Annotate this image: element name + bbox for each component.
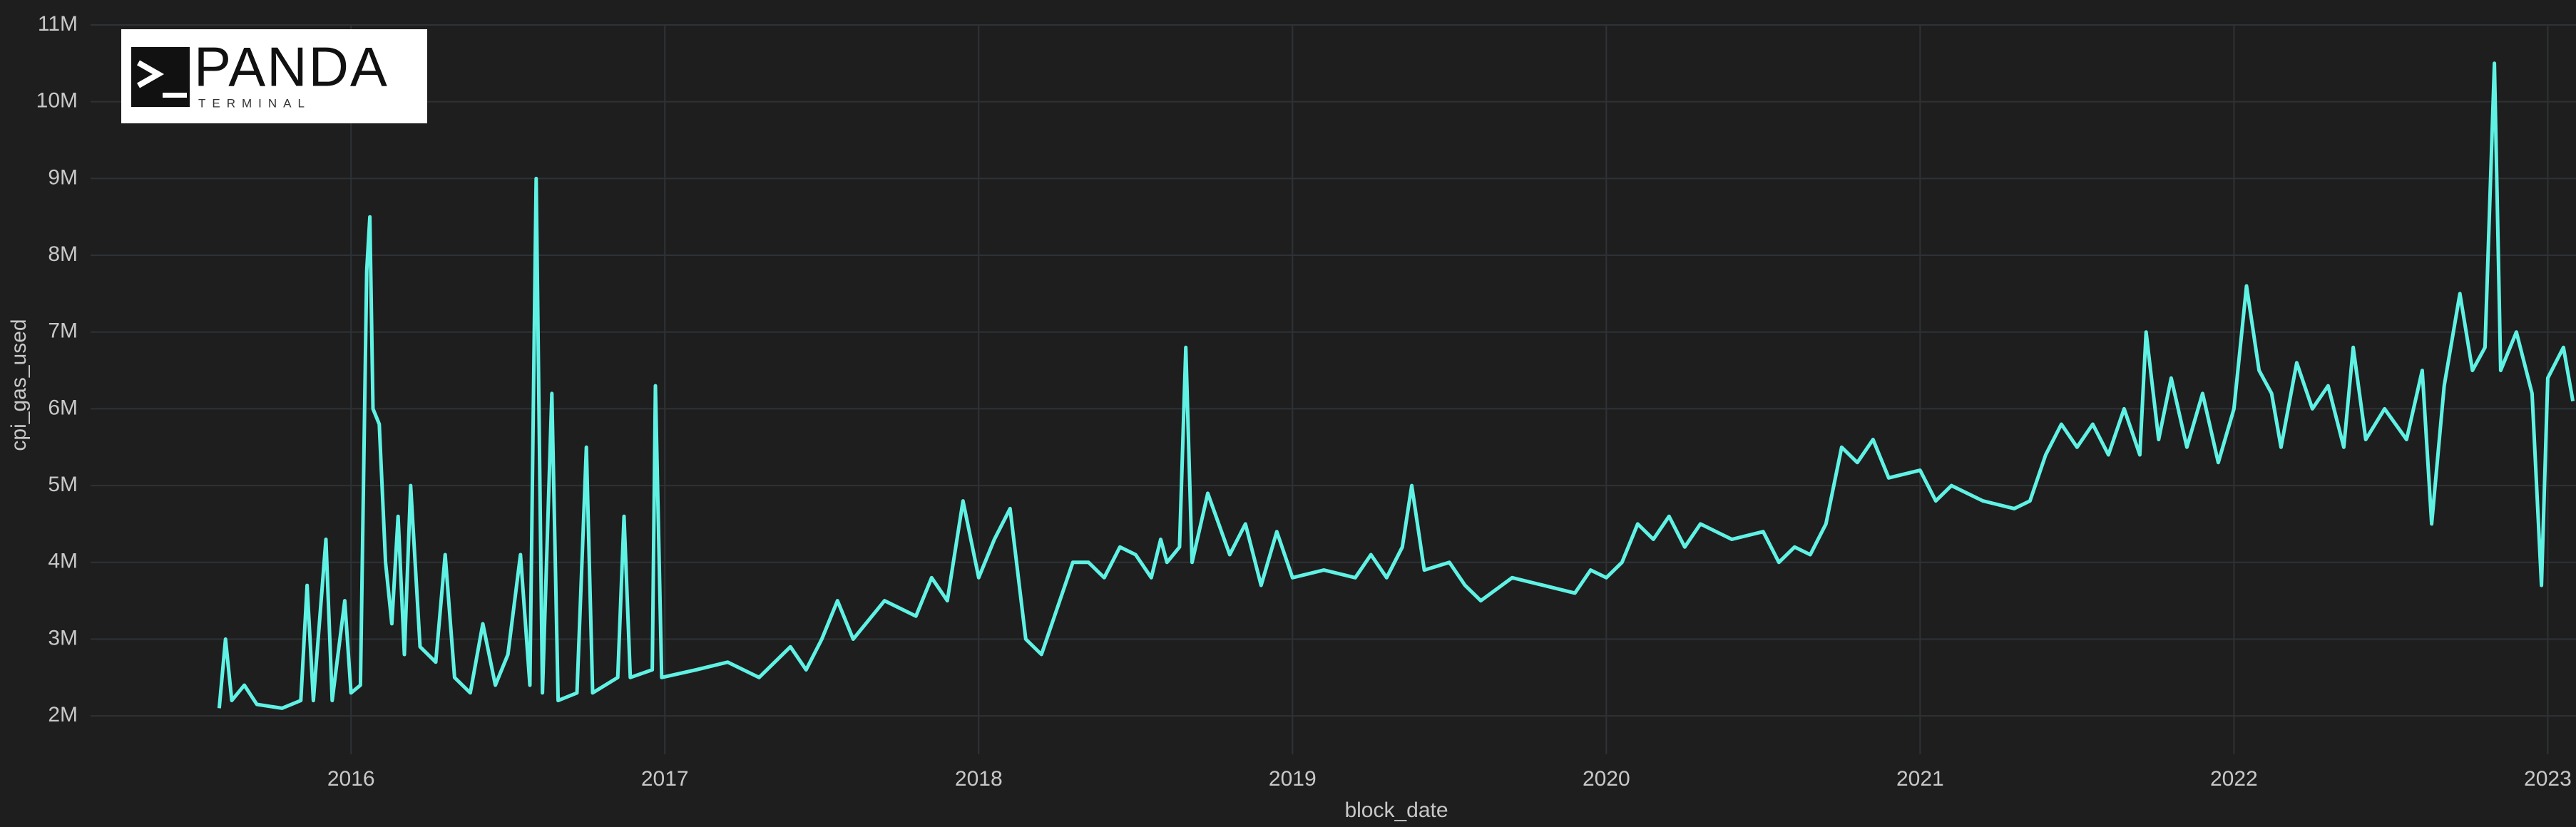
logo-prompt [137, 60, 165, 88]
x-axis-label: block_date [1344, 798, 1448, 822]
y-tick-label: 2M [48, 703, 78, 726]
logo-icon [131, 47, 190, 107]
y-tick-label: 5M [48, 473, 78, 496]
logo-subtitle: TERMINAL [198, 96, 311, 110]
x-tick-label: 2023 [2524, 767, 2572, 791]
logo-title: PANDA [194, 36, 389, 98]
x-tick-label: 2017 [641, 767, 689, 791]
data-line [217, 61, 2575, 710]
x-tick-label: 2020 [1583, 767, 1630, 791]
plot [217, 61, 2575, 710]
y-tick-label: 6M [48, 396, 78, 419]
y-tick-label: 4M [48, 550, 78, 573]
logo-cursor [163, 93, 187, 98]
x-tick-label: 2018 [955, 767, 1003, 791]
logo: PANDA TERMINAL [121, 29, 427, 123]
y-tick-label: 8M [48, 242, 78, 266]
y-tick-label: 10M [36, 89, 78, 113]
y-tick-label: 3M [48, 626, 78, 649]
y-tick-label: 9M [48, 165, 78, 189]
x-tick-label: 2016 [327, 767, 375, 791]
x-tick-label: 2022 [2210, 767, 2258, 791]
x-tick-label: 2019 [1269, 767, 1317, 791]
y-tick-label: 7M [48, 319, 78, 343]
y-tick-label: 11M [38, 12, 78, 36]
x-tick-label: 2021 [1896, 767, 1944, 791]
y-axis-label: cpi_gas_used [7, 319, 31, 451]
